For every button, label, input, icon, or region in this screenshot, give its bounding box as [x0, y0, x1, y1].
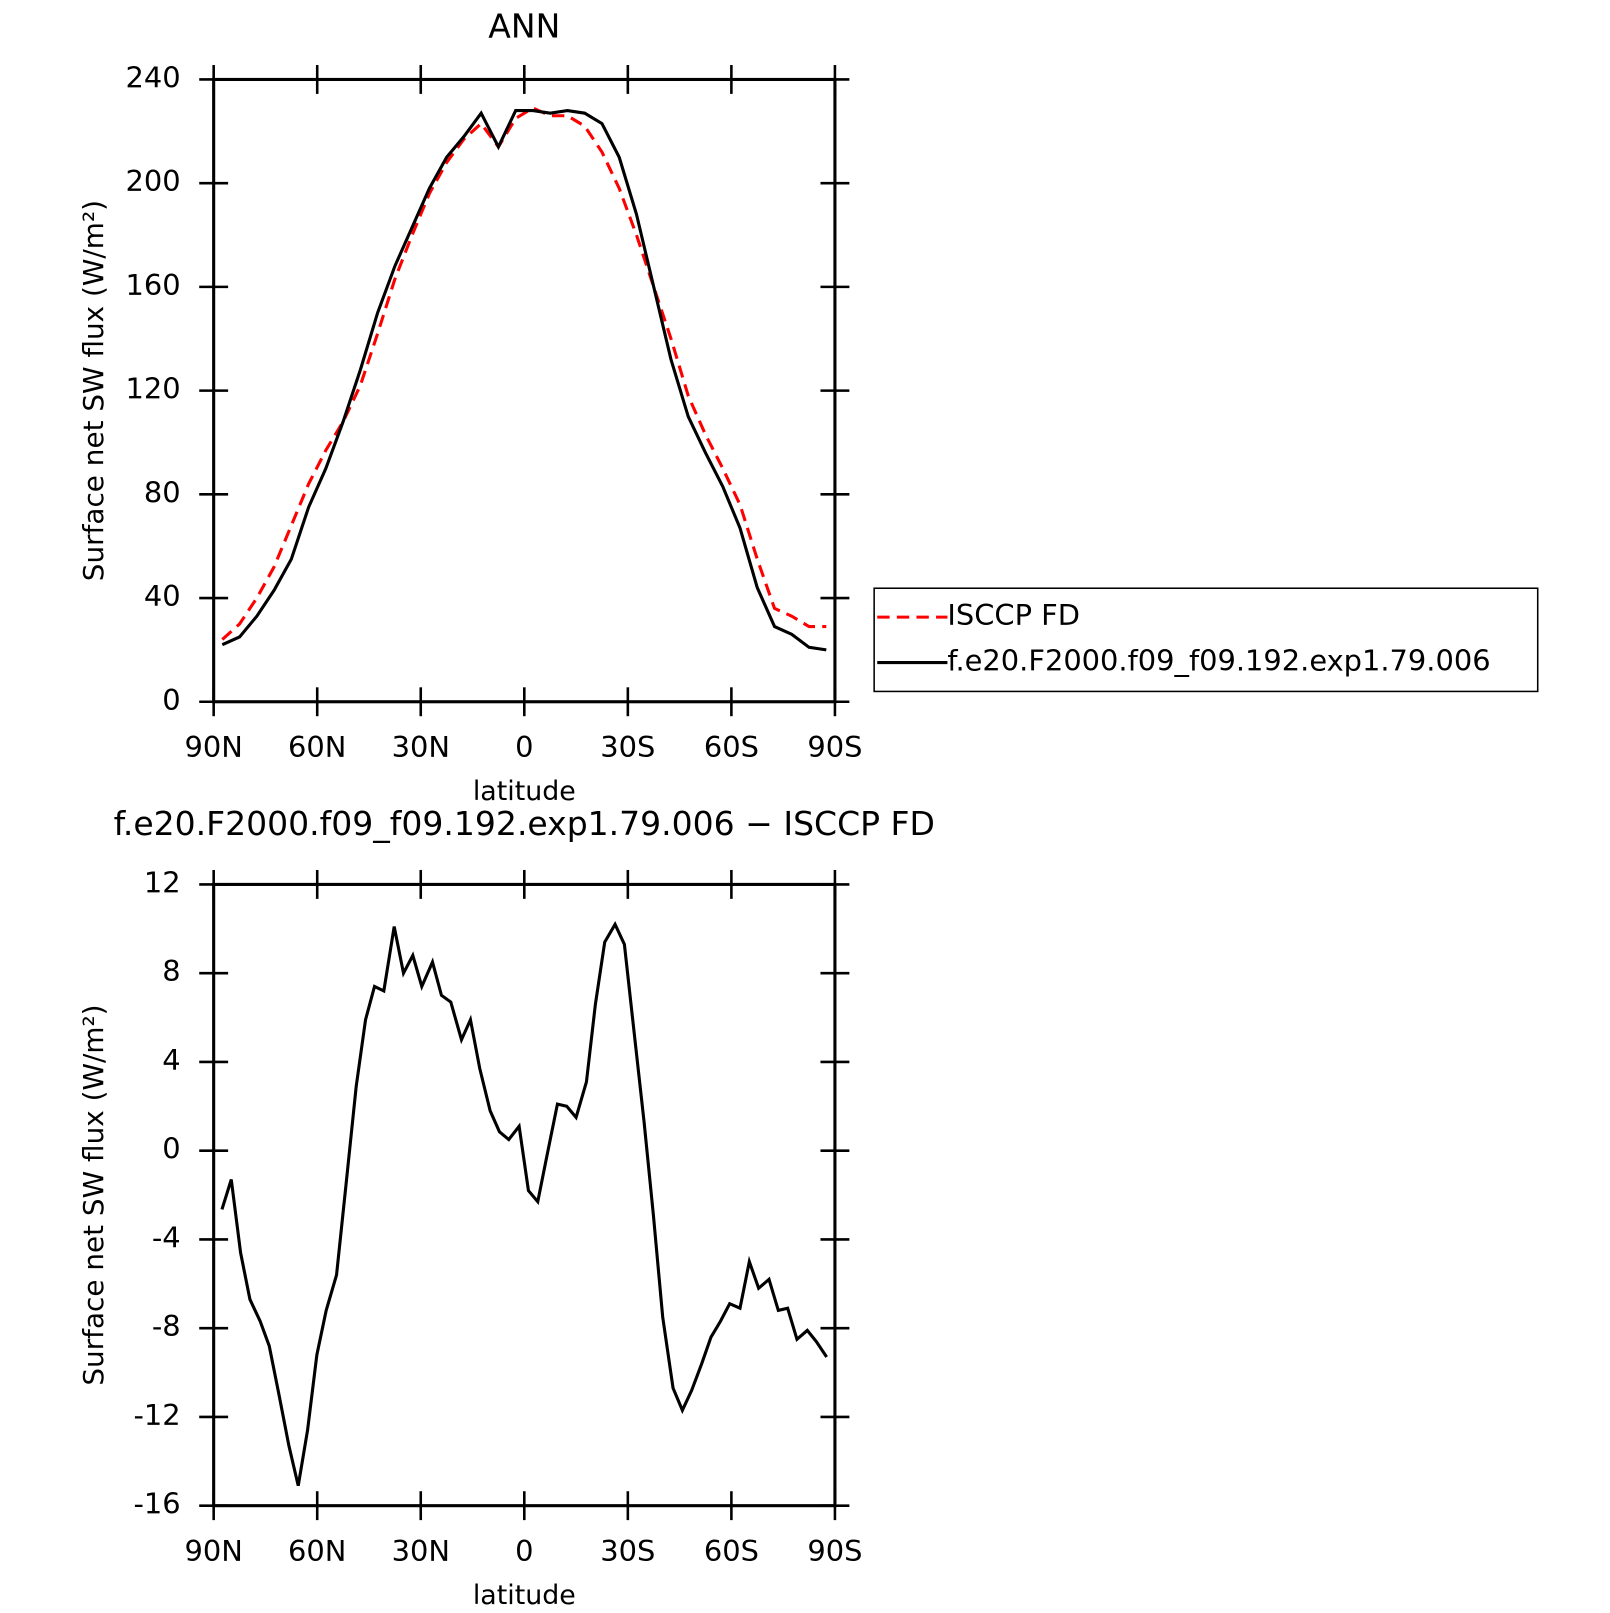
y-tick-label: -8	[152, 1309, 181, 1343]
x-tick-label: 90N	[184, 1534, 242, 1568]
data-line	[221, 106, 827, 641]
x-tick-label: 30N	[392, 730, 450, 764]
chart-title: ANN	[488, 6, 560, 45]
y-tick-label: -4	[152, 1220, 181, 1254]
y-tick-label: 240	[126, 60, 181, 94]
y-tick-label: 4	[162, 1043, 180, 1077]
data-line	[220, 921, 828, 1487]
y-tick-label: 0	[162, 683, 180, 717]
y-tick-label: 80	[144, 475, 181, 509]
y-tick-label: 200	[126, 164, 181, 198]
x-tick-label: 30S	[600, 1534, 655, 1568]
x-tick-label: 0	[515, 1534, 533, 1568]
y-axis-label: Surface net SW flux (W/m²)	[77, 1004, 110, 1385]
x-tick-label: 60N	[288, 730, 346, 764]
x-tick-label: 60S	[704, 1534, 759, 1568]
x-axis-label: latitude	[473, 1580, 576, 1611]
x-tick-label: 90S	[807, 1534, 862, 1568]
plot-frame	[212, 882, 837, 1508]
x-tick-label: 90S	[807, 730, 862, 764]
y-tick-label: 40	[144, 579, 181, 613]
y-tick-label: -16	[133, 1487, 180, 1521]
legend-box	[873, 587, 1539, 693]
data-line	[221, 109, 827, 652]
x-tick-label: 30N	[392, 1534, 450, 1568]
legend-label: f.e20.F2000.f09_f09.192.exp1.79.006	[947, 644, 1490, 678]
y-tick-label: -12	[133, 1398, 180, 1432]
plot-frame	[212, 77, 837, 704]
legend-label: ISCCP FD	[947, 598, 1080, 632]
y-axis-label: Surface net SW flux (W/m²)	[77, 200, 110, 581]
y-tick-label: 0	[162, 1132, 180, 1166]
x-tick-label: 60S	[704, 730, 759, 764]
x-tick-label: 30S	[600, 730, 655, 764]
y-tick-label: 8	[162, 954, 180, 988]
x-axis-label: latitude	[473, 776, 576, 807]
x-tick-label: 60N	[288, 1534, 346, 1568]
y-tick-label: 160	[126, 268, 181, 302]
y-tick-label: 12	[144, 865, 181, 899]
y-tick-label: 120	[126, 372, 181, 406]
x-tick-label: 0	[515, 730, 533, 764]
chart-title: f.e20.F2000.f09_f09.192.exp1.79.006 − IS…	[114, 804, 935, 843]
x-tick-label: 90N	[184, 730, 242, 764]
